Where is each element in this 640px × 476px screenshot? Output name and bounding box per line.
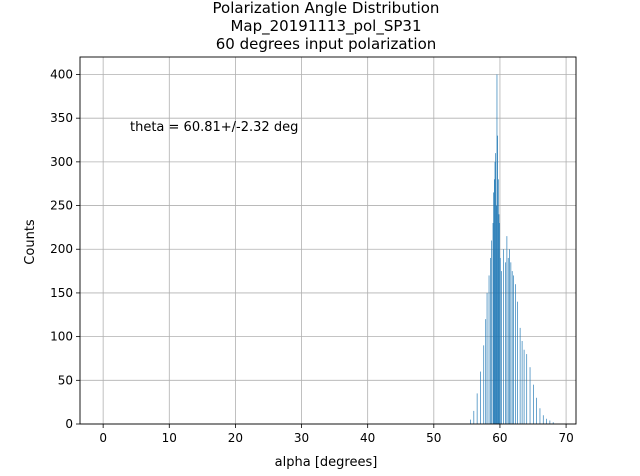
- histogram-bar: [503, 249, 504, 424]
- histogram-bar: [493, 179, 495, 424]
- histogram-bar: [486, 292, 488, 424]
- y-tick-label: 200: [50, 242, 73, 256]
- x-tick-label: 70: [558, 431, 573, 445]
- x-tick-label: 60: [492, 431, 507, 445]
- chart-title-line-3: 60 degrees input polarization: [216, 35, 437, 53]
- histogram-bar: [492, 223, 494, 424]
- y-axis-label: Counts: [23, 219, 38, 265]
- histogram-bar: [497, 135, 498, 424]
- histogram-bar: [510, 262, 512, 424]
- histogram-bar: [542, 415, 544, 424]
- histogram-bar: [519, 327, 521, 424]
- theta-annotation: theta = 60.81+/-2.32 deg: [130, 120, 298, 135]
- histogram-bar: [507, 257, 509, 424]
- histogram-bar: [533, 384, 534, 424]
- histogram-bar: [483, 345, 485, 424]
- histogram-bar: [521, 340, 523, 424]
- histogram-bar: [536, 397, 537, 424]
- histogram-bar: [497, 179, 499, 424]
- histogram-bar: [476, 393, 478, 424]
- x-tick-label: 40: [360, 431, 375, 445]
- plot-frame: [79, 56, 577, 425]
- histogram-bar: [513, 275, 514, 424]
- histogram-bar: [495, 153, 496, 424]
- histogram-bar: [499, 257, 501, 424]
- y-tick-label: 300: [50, 155, 73, 169]
- histogram-bar: [552, 422, 554, 424]
- y-tick-label: 250: [50, 199, 73, 213]
- histogram-bar: [501, 271, 502, 424]
- x-tick-label: 20: [228, 431, 243, 445]
- chart-title-line-1: Polarization Angle Distribution: [213, 0, 440, 17]
- histogram-bar: [493, 192, 494, 424]
- histogram-bar: [494, 161, 496, 424]
- histogram-bar: [526, 354, 528, 424]
- histogram-bar: [470, 419, 471, 424]
- histogram-bar: [517, 301, 518, 424]
- histogram-bar: [499, 223, 500, 424]
- histogram-bar: [506, 236, 508, 424]
- x-axis-ticks: 0 10 20 30 40 50 60 70: [99, 424, 574, 445]
- x-tick-label: 0: [99, 431, 107, 445]
- y-tick-label: 50: [58, 373, 73, 387]
- histogram-bar: [480, 371, 481, 424]
- chart-title-line-2: Map_20191113_pol_SP31: [230, 17, 421, 36]
- histogram-bar: [488, 275, 490, 424]
- histogram-bar: [511, 271, 513, 424]
- histogram-bar: [539, 408, 541, 424]
- histogram-bar: [549, 420, 551, 424]
- x-tick-label: 30: [294, 431, 309, 445]
- y-tick-label: 0: [65, 417, 73, 431]
- histogram-bar: [495, 205, 497, 424]
- histogram-bar: [473, 410, 475, 424]
- x-axis-label: alpha [degrees]: [275, 455, 378, 470]
- x-tick-label: 10: [162, 431, 177, 445]
- histogram-bar: [496, 74, 498, 424]
- histogram-bar: [498, 214, 500, 424]
- histogram-bars: [470, 74, 554, 424]
- histogram-bar: [491, 240, 493, 424]
- y-tick-label: 400: [50, 67, 73, 81]
- histogram-bar: [485, 319, 487, 424]
- x-tick-label: 50: [426, 431, 441, 445]
- histogram-bar: [515, 284, 516, 424]
- y-tick-label: 150: [50, 286, 73, 300]
- histogram-bar: [546, 418, 547, 424]
- y-tick-label: 350: [50, 111, 73, 125]
- y-tick-label: 100: [50, 330, 73, 344]
- histogram-bar: [490, 257, 491, 424]
- histogram-bar: [505, 262, 506, 424]
- y-axis-ticks: 0 50 100 150 200 250 300 350 400: [50, 67, 80, 431]
- histogram-bar: [523, 349, 525, 424]
- histogram-bar: [529, 367, 531, 424]
- histogram-bar: [509, 249, 510, 424]
